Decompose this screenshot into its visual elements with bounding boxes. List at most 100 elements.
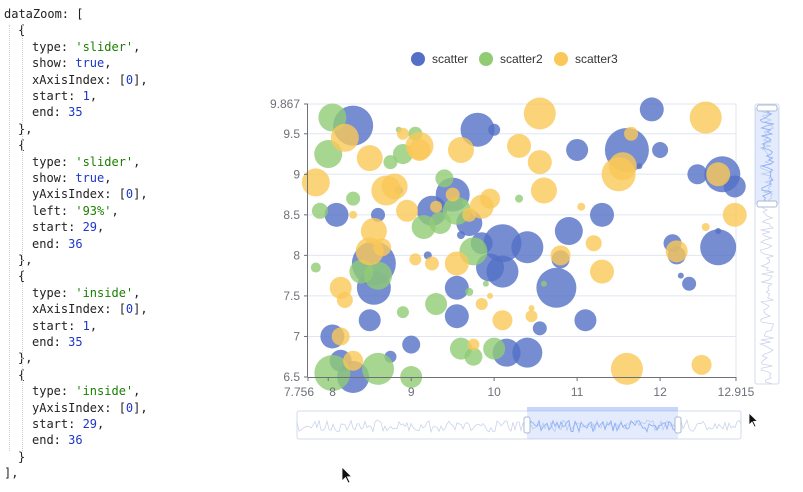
data-point: [480, 188, 501, 209]
code-token: left:: [32, 203, 76, 218]
data-point: [525, 310, 538, 323]
code-line: left: '93%',: [32, 203, 119, 219]
code-token: end:: [32, 105, 69, 120]
data-point: [652, 141, 669, 158]
code-token: 0: [125, 400, 134, 415]
code-token: ,: [104, 56, 112, 71]
data-point: [444, 275, 469, 300]
y-slider-handle-bottom[interactable]: [756, 200, 778, 208]
code-line: }: [18, 449, 25, 465]
data-point: [310, 262, 321, 273]
x-slider-handle-right[interactable]: [674, 416, 682, 434]
data-point: [723, 175, 746, 198]
code-token: true: [75, 56, 105, 71]
code-token: xAxisIndex: [: [32, 302, 126, 317]
data-point: [346, 191, 361, 206]
code-line: show: true,: [32, 55, 112, 71]
code-token: 0: [125, 302, 134, 317]
data-point: [483, 337, 506, 360]
y-datazoom-slider[interactable]: [754, 103, 780, 385]
data-point: [318, 103, 347, 132]
data-point: [590, 259, 615, 284]
code-line: start: 29,: [32, 219, 104, 235]
data-point: [336, 291, 353, 308]
code-line: {: [18, 22, 25, 38]
code-token: ,: [133, 285, 141, 300]
code-token: end:: [32, 335, 69, 349]
code-token: show:: [32, 56, 76, 71]
code-token: 'slider': [75, 39, 134, 54]
x-slider-track[interactable]: [296, 410, 742, 440]
x-tick-label: 12.915: [718, 385, 755, 399]
data-point: [483, 224, 522, 263]
y-tick-label: 8.5: [283, 208, 300, 222]
code-token: 29: [82, 417, 98, 431]
data-point: [456, 231, 465, 240]
code-line: start: 1,: [32, 88, 97, 104]
data-point: [532, 321, 547, 336]
code-token: {: [18, 367, 26, 382]
data-point: [444, 304, 469, 329]
code-token: start:: [32, 318, 83, 333]
data-point: [527, 150, 552, 175]
x-slider-move-bar[interactable]: [527, 407, 678, 411]
code-line: },: [18, 121, 32, 137]
x-slider-handle-left[interactable]: [523, 416, 531, 434]
data-point: [585, 235, 602, 252]
chart-area: scatter scatter2 scatter3 7.756 8 9 10 11 12 12.…: [250, 0, 803, 492]
y-slider-handle-top[interactable]: [756, 104, 778, 112]
code-line: yAxisIndex: [0],: [32, 400, 148, 416]
data-point: [311, 202, 328, 219]
code-token: },: [18, 121, 33, 136]
indent-guide: [9, 24, 10, 452]
code-line: xAxisIndex: [0],: [32, 301, 148, 317]
data-point: [528, 305, 535, 312]
data-point: [381, 173, 408, 200]
legend-marker: [479, 52, 493, 66]
x-tick-label: 12: [653, 385, 667, 399]
data-point: [540, 280, 547, 287]
data-point: [515, 194, 524, 203]
data-point: [330, 123, 359, 152]
code-token: dataZoom: [: [4, 7, 84, 21]
legend-marker: [554, 52, 568, 66]
y-tick-label: 6.5: [283, 370, 300, 384]
data-point: [464, 347, 483, 366]
data-point: [722, 202, 747, 227]
x-tick-label: 8: [329, 385, 336, 399]
code-token: end:: [32, 236, 69, 251]
scatter-chart: scatter scatter2 scatter3 7.756 8 9 10 11 12 12.…: [270, 52, 780, 440]
code-token: ,: [89, 318, 98, 333]
data-point: [383, 155, 398, 170]
data-point: [396, 127, 409, 140]
code-line: show: true,: [32, 170, 112, 186]
y-tick-label: 9.5: [283, 127, 300, 141]
y-tick-label: 9.867: [270, 97, 300, 111]
x-datazoom-slider[interactable]: [296, 407, 742, 440]
y-slider-track[interactable]: [754, 103, 780, 385]
code-line: ],: [4, 465, 18, 481]
data-point: [331, 327, 350, 346]
code-line: end: 35: [32, 104, 83, 120]
code-token: yAxisIndex: [: [32, 400, 126, 415]
data-point: [360, 218, 387, 245]
code-line: end: 35: [32, 334, 83, 350]
code-token: ,: [111, 203, 119, 218]
y-tick-label: 8: [293, 248, 300, 262]
code-token: ,: [133, 384, 141, 399]
code-line: dataZoom: [: [4, 6, 83, 22]
data-point: [512, 337, 543, 368]
y-tick-label: 7: [293, 329, 300, 343]
code-editor[interactable]: dataZoom: [{type: 'slider', show: true, xA…: [0, 0, 250, 492]
x-tick-label: 10: [487, 385, 501, 399]
data-point: [396, 199, 419, 222]
data-point: [362, 352, 395, 385]
code-token: 29: [82, 220, 98, 235]
data-point: [462, 199, 469, 206]
code-token: },: [18, 351, 33, 366]
legend-marker: [411, 52, 425, 66]
data-point: [482, 280, 489, 287]
code-line: end: 36: [32, 236, 83, 252]
code-token: ,: [97, 220, 105, 235]
x-tick-label: 11: [571, 385, 584, 399]
